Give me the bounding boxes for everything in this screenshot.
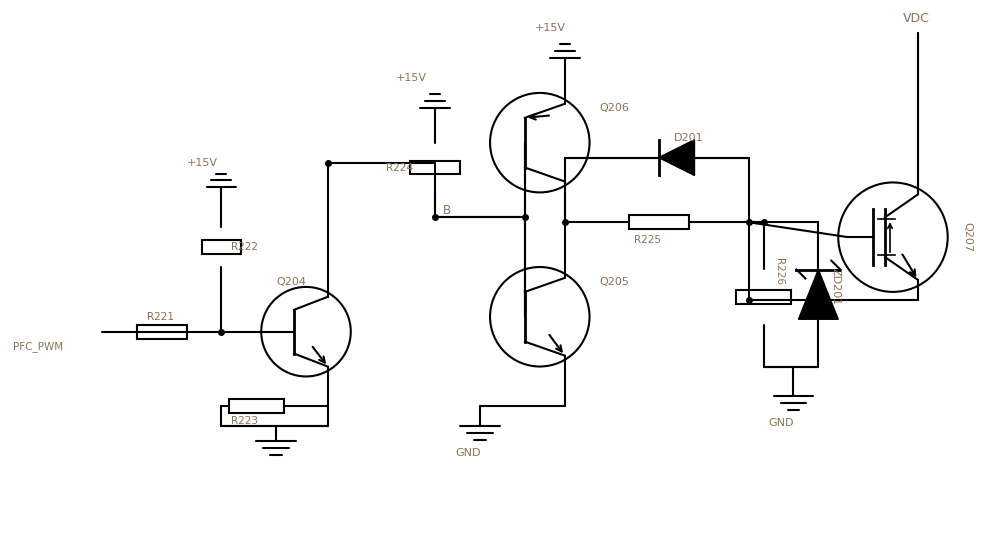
Text: Q204: Q204 xyxy=(276,277,306,287)
Text: GND: GND xyxy=(769,418,794,428)
Polygon shape xyxy=(798,269,838,319)
Text: R224: R224 xyxy=(386,163,413,172)
Text: +15V: +15V xyxy=(187,158,218,167)
Bar xyxy=(410,160,460,175)
Bar xyxy=(202,240,241,254)
Text: ZD201: ZD201 xyxy=(830,268,840,306)
Text: +15V: +15V xyxy=(396,73,427,83)
Text: +15V: +15V xyxy=(535,23,566,33)
Text: R226: R226 xyxy=(774,259,784,286)
Text: D201: D201 xyxy=(674,133,704,143)
Text: R223: R223 xyxy=(231,416,258,426)
Text: Q205: Q205 xyxy=(599,277,629,287)
Bar xyxy=(137,325,187,339)
Bar xyxy=(629,215,689,229)
Text: Q206: Q206 xyxy=(599,103,629,113)
Text: R225: R225 xyxy=(634,235,661,245)
Text: B: B xyxy=(443,204,451,217)
Text: R221: R221 xyxy=(147,312,174,322)
Text: GND: GND xyxy=(455,448,481,458)
Bar xyxy=(229,399,284,413)
Text: PFC_PWM: PFC_PWM xyxy=(13,341,63,352)
Text: R222: R222 xyxy=(231,242,258,252)
Bar xyxy=(736,290,791,304)
Polygon shape xyxy=(659,140,694,176)
Text: VDC: VDC xyxy=(903,12,930,25)
Text: Q207: Q207 xyxy=(963,222,973,252)
